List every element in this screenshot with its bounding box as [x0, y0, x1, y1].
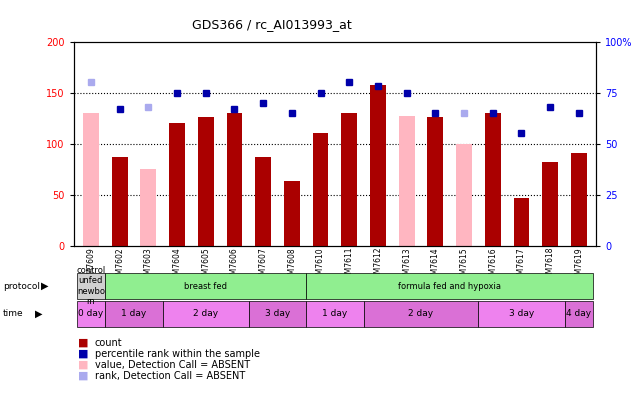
Bar	[571, 153, 587, 246]
Bar	[226, 113, 242, 246]
Bar	[198, 117, 213, 246]
Text: protocol: protocol	[3, 282, 40, 291]
Text: 3 day: 3 day	[265, 309, 290, 318]
Text: 1 day: 1 day	[322, 309, 347, 318]
Text: value, Detection Call = ABSENT: value, Detection Call = ABSENT	[95, 360, 250, 370]
Bar	[428, 117, 444, 246]
Text: time: time	[3, 309, 24, 318]
Text: 4 day: 4 day	[567, 309, 592, 318]
Bar	[399, 116, 415, 246]
Bar	[485, 113, 501, 246]
Text: count: count	[95, 337, 122, 348]
Text: control
unfed
newbo
rn: control unfed newbo rn	[76, 266, 106, 306]
Text: ▶: ▶	[41, 281, 49, 291]
Text: ■: ■	[78, 360, 88, 370]
Text: formula fed and hypoxia: formula fed and hypoxia	[398, 282, 501, 291]
Text: percentile rank within the sample: percentile rank within the sample	[95, 348, 260, 359]
Text: 3 day: 3 day	[509, 309, 534, 318]
Text: 0 day: 0 day	[78, 309, 104, 318]
Bar	[370, 86, 386, 246]
Bar	[140, 169, 156, 246]
Bar	[83, 113, 99, 246]
Text: 2 day: 2 day	[408, 309, 433, 318]
Text: GDS366 / rc_AI013993_at: GDS366 / rc_AI013993_at	[192, 18, 352, 31]
Text: ■: ■	[78, 371, 88, 381]
Bar	[542, 162, 558, 246]
Text: 2 day: 2 day	[193, 309, 219, 318]
Text: ▶: ▶	[35, 309, 42, 319]
Text: rank, Detection Call = ABSENT: rank, Detection Call = ABSENT	[95, 371, 245, 381]
Bar	[284, 181, 300, 246]
Text: breast fed: breast fed	[184, 282, 228, 291]
Text: ■: ■	[78, 337, 88, 348]
Bar	[112, 157, 128, 246]
Text: 1 day: 1 day	[121, 309, 147, 318]
Bar	[169, 123, 185, 246]
Text: ■: ■	[78, 348, 88, 359]
Bar	[456, 143, 472, 246]
Bar	[513, 198, 529, 246]
Bar	[342, 113, 357, 246]
Bar	[313, 133, 328, 246]
Bar	[255, 157, 271, 246]
